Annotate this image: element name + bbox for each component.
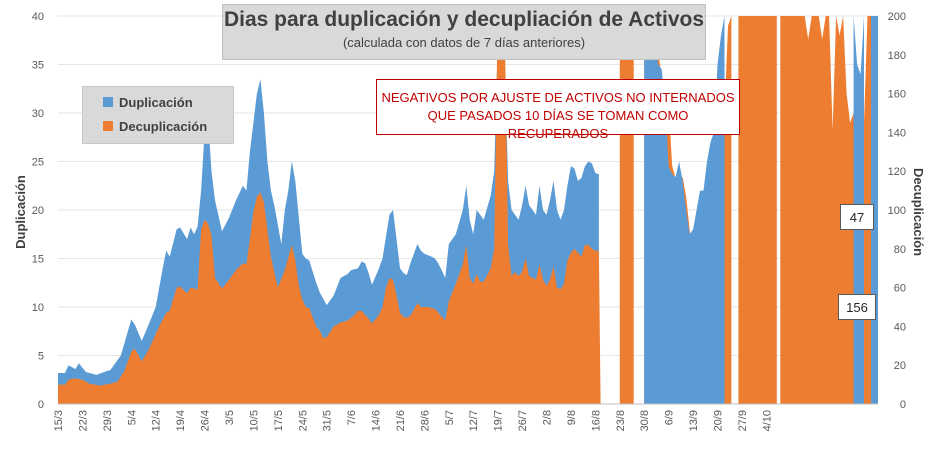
x-tick-label: 24/5 <box>297 410 309 431</box>
x-tick-label: 4/10 <box>761 410 773 431</box>
x-tick-label: 26/4 <box>200 410 212 431</box>
x-tick-label: 16/8 <box>590 410 602 431</box>
x-tick-label: 7/6 <box>346 410 358 425</box>
legend-swatch-duplicacion <box>103 97 113 107</box>
y2-tick-label: 100 <box>888 205 906 217</box>
y-tick-label: 25 <box>32 157 44 169</box>
y2-tick-label: 120 <box>888 166 906 178</box>
y2-tick-label: 140 <box>888 127 906 139</box>
x-tick-label: 29/3 <box>102 410 114 431</box>
area-duplicacion-late <box>644 16 725 404</box>
x-tick-label: 31/5 <box>322 410 334 431</box>
y-tick-label: 20 <box>32 205 44 217</box>
x-tick-label: 15/3 <box>53 410 65 431</box>
x-tick-label: 19/7 <box>493 410 505 431</box>
chart-title-box: Dias para duplicación y decupliación de … <box>222 4 706 60</box>
legend-label-decuplicacion: Decuplicación <box>119 118 208 134</box>
x-tick-label: 23/8 <box>615 410 627 431</box>
y-tick-label: 40 <box>32 11 44 23</box>
annotation-line-1: NEGATIVOS POR AJUSTE DE ACTIVOS NO INTER… <box>381 90 735 105</box>
y2-tick-label: 80 <box>894 244 906 256</box>
x-tick-label: 19/4 <box>175 410 187 431</box>
legend-label-duplicacion: Duplicación <box>119 94 193 110</box>
x-tick-label: 21/6 <box>395 410 407 431</box>
y2-tick-label: 200 <box>888 11 906 23</box>
legend-item-decuplicacion: Decuplicación <box>103 115 233 137</box>
y2-tick-label: 40 <box>894 321 906 333</box>
y2-tick-label: 160 <box>888 89 906 101</box>
area-decuplicacion <box>738 16 777 404</box>
y-tick-label: 5 <box>38 351 44 363</box>
legend: Duplicación Decuplicación <box>82 86 234 144</box>
chart-title: Dias para duplicación y decupliación de … <box>223 8 705 31</box>
y-tick-label: 0 <box>38 399 44 411</box>
y2-tick-label: 0 <box>900 399 906 411</box>
last-value-label-decuplicacion: 156 <box>838 294 876 320</box>
x-tick-label: 5/4 <box>126 410 138 425</box>
y2-tick-label: 180 <box>888 50 906 62</box>
annotation-box: NEGATIVOS POR AJUSTE DE ACTIVOS NO INTER… <box>376 79 740 141</box>
area-decuplicacion <box>58 16 601 404</box>
legend-swatch-decuplicacion <box>103 121 113 131</box>
y2-tick-label: 20 <box>894 360 906 372</box>
y2-tick-label: 60 <box>894 283 906 295</box>
x-tick-label: 6/9 <box>664 410 676 425</box>
x-tick-label: 13/9 <box>688 410 700 431</box>
y-axis-title: Duplicación <box>13 175 28 249</box>
chart-subtitle: (calculada con datos de 7 días anteriore… <box>342 35 586 50</box>
last-value-label-duplicacion: 47 <box>840 204 874 230</box>
x-tick-label: 20/9 <box>712 410 724 431</box>
x-tick-label: 12/7 <box>468 410 480 431</box>
x-tick-label: 2/8 <box>542 410 554 425</box>
x-tick-label: 12/4 <box>151 410 163 431</box>
area-decuplicacion <box>619 16 634 404</box>
y2-axis-ticks: 0 20 40 60 80 100 120 140 160 180 200 <box>888 11 906 411</box>
x-tick-label: 30/8 <box>639 410 651 431</box>
x-axis-ticks: 15/3 22/3 29/3 5/4 12/4 19/4 26/4 3/5 10/5 17/5 24… <box>53 410 773 431</box>
x-tick-label: 3/5 <box>224 410 236 425</box>
y-tick-label: 10 <box>32 302 44 314</box>
annotation-line-2: QUE PASADOS 10 DÍAS SE TOMAN COMO RECUPE… <box>427 108 689 141</box>
y2-axis-title: Decuplicación <box>911 168 926 256</box>
y-tick-label: 15 <box>32 254 44 266</box>
x-tick-label: 10/5 <box>248 410 260 431</box>
x-tick-label: 22/3 <box>77 410 89 431</box>
x-tick-label: 14/6 <box>371 410 383 431</box>
y-tick-label: 30 <box>32 108 44 120</box>
legend-item-duplicacion: Duplicación <box>103 91 233 113</box>
x-tick-label: 9/8 <box>566 410 578 425</box>
x-tick-label: 26/7 <box>517 410 529 431</box>
x-tick-label: 28/6 <box>419 410 431 431</box>
y-axis-ticks: 0 5 10 15 20 25 30 35 40 <box>32 11 44 411</box>
x-tick-label: 17/5 <box>273 410 285 431</box>
x-tick-label: 27/9 <box>737 410 749 431</box>
y-tick-label: 35 <box>32 60 44 72</box>
x-tick-label: 5/7 <box>444 410 456 425</box>
